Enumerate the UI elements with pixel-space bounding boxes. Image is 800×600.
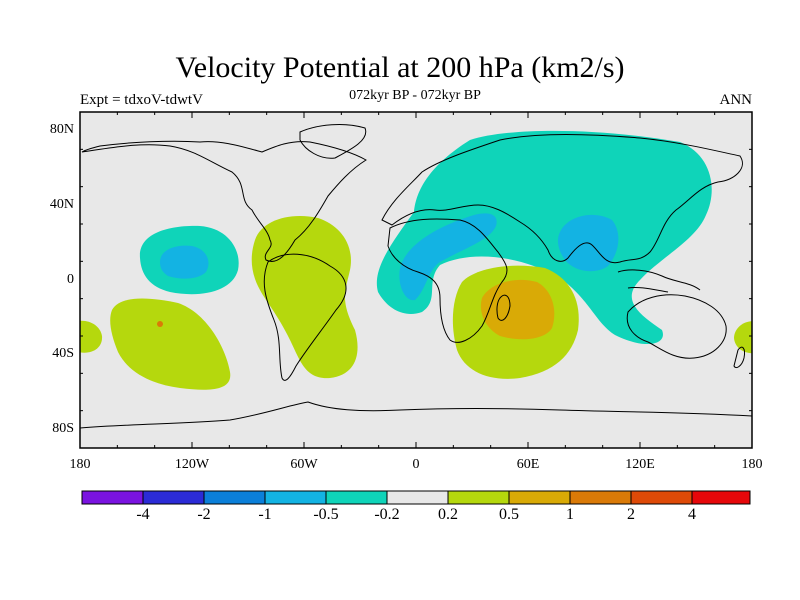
colorbar-box-8 bbox=[570, 491, 631, 504]
colorbar-tick-8: 2 bbox=[627, 506, 635, 523]
coastlines bbox=[80, 124, 752, 429]
colorbar-tick-7: 1 bbox=[566, 506, 574, 523]
colorbar-box-9 bbox=[631, 491, 692, 504]
coast-new-zealand bbox=[733, 346, 745, 369]
coast-greenland bbox=[299, 124, 367, 159]
colorbar-tick-2: -1 bbox=[258, 506, 272, 523]
contour-pos-weak-east-edge bbox=[734, 321, 752, 354]
lon-label-0: 0 bbox=[412, 457, 420, 472]
coast-north-america bbox=[81, 140, 367, 262]
lon-label-120e: 120E bbox=[625, 457, 655, 472]
colorbar-tick-6: 0.5 bbox=[499, 506, 519, 523]
lat-label-40n: 40N bbox=[49, 197, 74, 212]
map-title: Velocity Potential at 200 hPa (km2/s) bbox=[175, 51, 625, 84]
colorbar bbox=[81, 490, 751, 505]
lon-label-180w: 180 bbox=[69, 457, 91, 472]
coast-madagascar bbox=[496, 294, 511, 321]
map-subtitle: 072kyr BP - 072kyr BP bbox=[349, 88, 481, 103]
contour-neg-moderate-pacific bbox=[160, 245, 209, 279]
colorbar-box-3 bbox=[265, 491, 326, 504]
lon-label-120w: 120W bbox=[174, 457, 210, 472]
lon-label-60e: 60E bbox=[516, 457, 540, 472]
colorbar-tick-3: -0.5 bbox=[313, 506, 339, 523]
contour-pos-strong-dot bbox=[157, 321, 163, 327]
colorbar-box-7 bbox=[509, 491, 570, 504]
lat-label-0: 0 bbox=[67, 272, 74, 287]
coast-indonesia bbox=[617, 269, 701, 293]
coast-south-america bbox=[263, 253, 347, 381]
contour-pos-weak-pacific bbox=[110, 298, 231, 390]
coast-eurasia bbox=[381, 134, 743, 264]
experiment-label: Expt = tdxoV-tdwtV bbox=[80, 92, 203, 108]
colorbar-tick-1: -2 bbox=[197, 506, 211, 523]
lat-label-80n: 80N bbox=[49, 122, 74, 137]
contour-neg-moderate-arabia bbox=[399, 213, 497, 301]
lon-label-180e: 180 bbox=[741, 457, 763, 472]
coast-africa bbox=[387, 218, 508, 343]
season-label: ANN bbox=[719, 92, 753, 108]
contour-pos-weak-west-edge bbox=[80, 320, 103, 353]
contour-fields bbox=[80, 130, 752, 390]
lon-label-60w: 60W bbox=[290, 457, 318, 472]
colorbar-box-1 bbox=[143, 491, 204, 504]
contour-pos-moderate-indian bbox=[480, 279, 555, 340]
map-ticks bbox=[79, 111, 753, 449]
coast-antarctica bbox=[80, 401, 752, 429]
colorbar-box-4 bbox=[326, 491, 387, 504]
colorbar-box-6 bbox=[448, 491, 509, 504]
lat-label-80s: 80S bbox=[52, 421, 74, 436]
coast-australia bbox=[626, 294, 727, 359]
colorbar-tick-5: 0.2 bbox=[438, 506, 458, 523]
contour-neg-weak-eurasia bbox=[376, 130, 712, 345]
colorbar-tick-4: -0.2 bbox=[374, 506, 400, 523]
colorbar-tick-9: 4 bbox=[688, 506, 696, 523]
colorbar-frame bbox=[81, 490, 751, 505]
colorbar-box-0 bbox=[82, 491, 143, 504]
lat-label-40s: 40S bbox=[52, 346, 74, 361]
colorbar-box-5 bbox=[387, 491, 448, 504]
colorbar-box-2 bbox=[204, 491, 265, 504]
colorbar-tick-0: -4 bbox=[136, 506, 150, 523]
colorbar-box-10 bbox=[692, 491, 750, 504]
